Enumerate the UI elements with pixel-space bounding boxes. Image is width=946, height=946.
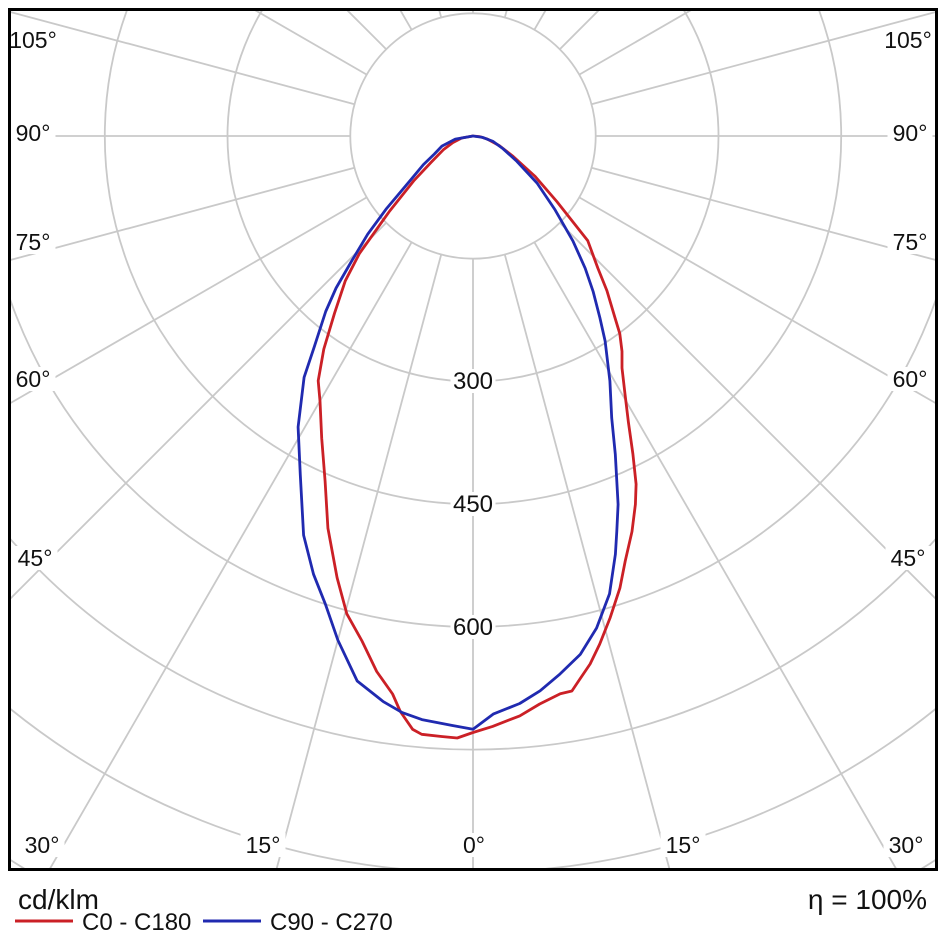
radial-tick-label-halo — [450, 492, 496, 516]
legend-item: C0 - C180 — [15, 909, 191, 936]
angle-tick-label: 75° — [893, 229, 928, 255]
angle-tick-label-halo — [19, 833, 65, 857]
angle-tick-label-halo — [458, 833, 490, 857]
chart-frame — [8, 8, 938, 871]
angle-tick-label: 0° — [463, 832, 485, 858]
angle-tick-label-halo — [12, 546, 58, 570]
grid-spoke — [275, 254, 443, 868]
radial-tick-label-halo — [450, 615, 496, 639]
radial-tick-label: 450 — [453, 491, 493, 518]
grid-spoke — [49, 241, 413, 868]
grid-spoke — [591, 166, 935, 261]
tick-labels: 300 450 600 105° 90° 75° 60° 45° 30° 15° 0° 15° 30° 4… — [4, 27, 937, 858]
grid-spoke — [11, 196, 368, 404]
angle-tick-label-halo — [887, 230, 933, 254]
angle-tick-label: 90° — [893, 120, 928, 146]
curve-c90-c270 — [296, 134, 620, 731]
grid-spoke — [591, 11, 935, 106]
grid-spoke — [533, 241, 897, 868]
angle-tick-label-halo — [10, 367, 56, 391]
radial-tick-label: 300 — [453, 368, 493, 395]
angle-tick-label-halo — [887, 121, 933, 145]
angle-tick-label: 30° — [25, 832, 60, 858]
radial-tick-label: 600 — [453, 614, 493, 641]
grid-spoke — [11, 222, 387, 600]
angle-tick-label-halo — [4, 28, 62, 52]
angle-tick-label-halo — [883, 833, 929, 857]
legend: C0 - C180 C90 - C270 — [15, 909, 393, 936]
angle-tick-label-halo — [10, 121, 56, 145]
angle-tick-label-halo — [240, 833, 286, 857]
angle-tick-label: 30° — [889, 832, 924, 858]
angle-tick-label: 75° — [16, 229, 51, 255]
grid-spoke — [11, 166, 355, 261]
angle-tick-label-halo — [887, 367, 933, 391]
angle-tick-label: 45° — [18, 545, 53, 571]
legend-label: C90 - C270 — [270, 909, 393, 936]
efficiency-label: η = 100% — [808, 884, 927, 915]
angle-tick-label-halo — [879, 28, 937, 52]
angle-tick-label: 45° — [891, 545, 926, 571]
angle-tick-label-halo — [885, 546, 931, 570]
grid-spoke — [559, 222, 935, 600]
radial-tick-label-halo — [450, 369, 496, 393]
angle-tick-label: 105° — [9, 27, 57, 53]
grid-spoke — [503, 254, 671, 868]
units-label: cd/klm — [18, 884, 99, 915]
angle-tick-label-halo — [660, 833, 706, 857]
angle-tick-label-halo — [10, 230, 56, 254]
grid-spoke — [11, 11, 355, 106]
legend-item: C90 - C270 — [203, 909, 393, 936]
distribution-curves — [296, 134, 638, 740]
angle-tick-label: 15° — [246, 832, 281, 858]
angle-tick-label: 105° — [884, 27, 932, 53]
footer: cd/klm η = 100% C0 - C180 C90 - C270 — [15, 884, 927, 936]
angle-tick-label: 60° — [16, 366, 51, 392]
angle-tick-label: 90° — [16, 120, 51, 146]
curve-c0-c180 — [316, 134, 638, 740]
legend-label: C0 - C180 — [82, 909, 191, 936]
angle-tick-label: 60° — [893, 366, 928, 392]
angle-tick-label: 15° — [666, 832, 701, 858]
grid-spoke — [578, 196, 935, 404]
